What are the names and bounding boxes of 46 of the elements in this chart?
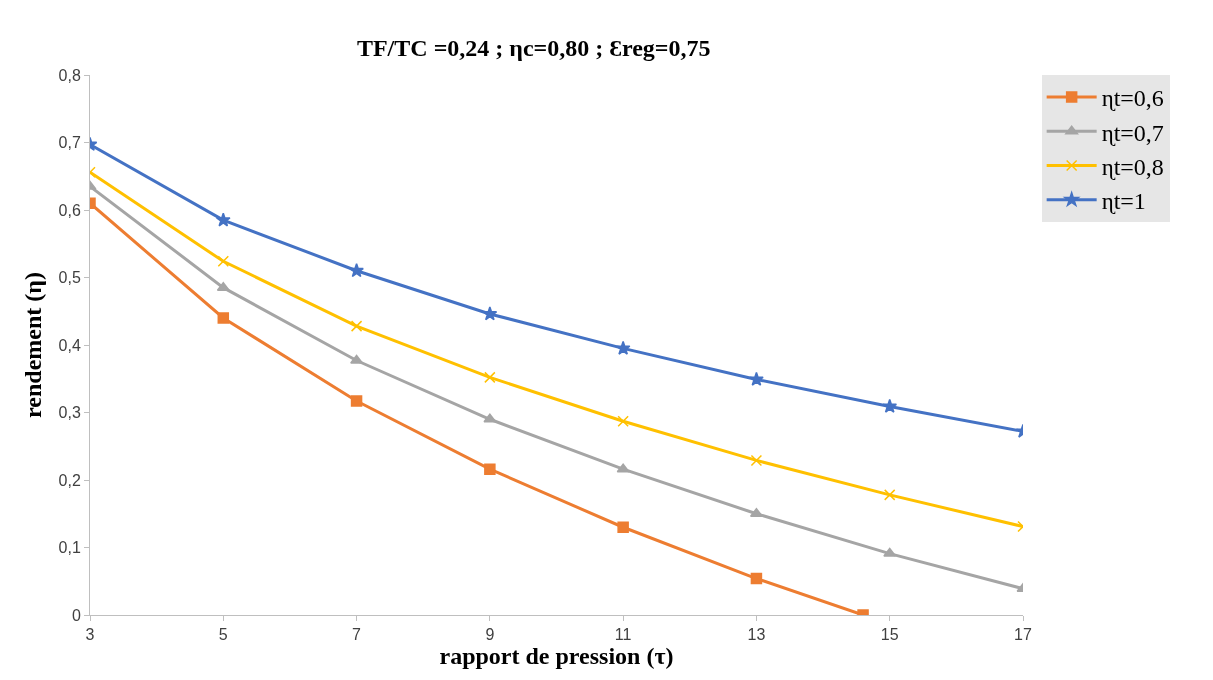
- point: [749, 371, 764, 386]
- x-axis-title: rapport de pression (τ): [439, 643, 674, 670]
- x-tick-label: 5: [218, 626, 228, 644]
- legend-label: ɳt=1: [1101, 188, 1146, 215]
- y-tick-label: 0,3: [58, 404, 81, 422]
- x-tick-label: 13: [747, 626, 766, 644]
- y-tick-label: 0: [71, 606, 81, 624]
- point: [615, 340, 631, 355]
- point: [617, 415, 629, 428]
- y-tick-label: 0,6: [58, 201, 81, 219]
- y-tick-label: 0,7: [58, 134, 81, 152]
- y-tick-label: 0,2: [58, 471, 81, 489]
- point: [482, 306, 498, 321]
- point: [483, 413, 497, 423]
- x-tick-label: 11: [614, 626, 632, 644]
- x-tick-label: 17: [1014, 626, 1032, 644]
- y-tick-label: 0,8: [58, 66, 81, 84]
- x-tick-label: 9: [485, 626, 495, 644]
- y-axis-title: rendement (η): [19, 272, 46, 418]
- point: [883, 547, 897, 557]
- chart-title: TF/TC =0,24 ; ηc=0,80 ; Ɛreg=0,75: [356, 35, 711, 61]
- point: [350, 395, 363, 407]
- point: [616, 463, 630, 473]
- y-tick-label: 0,4: [58, 336, 81, 354]
- legend-label: ɳt=0,6: [1101, 85, 1164, 112]
- x-tick-label: 7: [352, 626, 362, 644]
- point: [216, 281, 230, 291]
- point: [349, 263, 364, 278]
- point: [750, 454, 763, 467]
- point: [484, 371, 496, 384]
- point: [217, 255, 230, 268]
- point: [750, 572, 763, 585]
- point: [350, 320, 363, 332]
- y-tick-label: 0,5: [58, 269, 81, 287]
- point: [883, 489, 896, 501]
- legend-label: ɳt=0,7: [1101, 119, 1164, 146]
- point: [484, 463, 496, 475]
- point: [215, 212, 231, 227]
- y-tick-label: 0,1: [58, 539, 81, 557]
- point: [217, 312, 230, 324]
- x-tick-label: 15: [880, 626, 899, 644]
- point: [882, 398, 898, 413]
- point: [617, 521, 629, 533]
- x-tick-label: 3: [85, 626, 95, 644]
- point: [350, 354, 364, 364]
- legend-label: ɳt=0,8: [1101, 153, 1164, 180]
